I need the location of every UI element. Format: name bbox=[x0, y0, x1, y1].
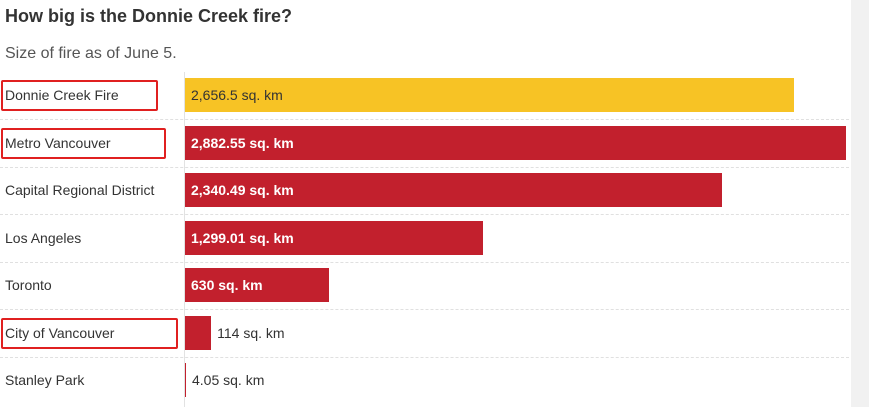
bar-row: Metro Vancouver 2,882.55 sq. km bbox=[0, 120, 849, 168]
value-label: 2,340.49 sq. km bbox=[191, 182, 294, 198]
bar-chart: Donnie Creek Fire 2,656.5 sq. km Metro Van… bbox=[0, 72, 849, 404]
highlight-box bbox=[1, 317, 178, 349]
value-label: 2,882.55 sq. km bbox=[191, 134, 294, 151]
bar bbox=[185, 363, 186, 397]
highlight-box bbox=[1, 127, 166, 159]
highlight-box bbox=[1, 80, 158, 111]
category-label: City of Vancouver bbox=[5, 324, 115, 341]
bar bbox=[185, 173, 722, 207]
bar-row: City of Vancouver 114 sq. km bbox=[0, 310, 849, 358]
bar-row: Donnie Creek Fire 2,656.5 sq. km bbox=[0, 72, 849, 120]
value-label: 1,299.01 sq. km bbox=[191, 229, 294, 246]
chart-subtitle: Size of fire as of June 5. bbox=[5, 45, 177, 62]
bar bbox=[185, 268, 330, 302]
baseline-axis bbox=[184, 72, 185, 407]
bar-row: Los Angeles 1,299.01 sq. km bbox=[0, 215, 849, 263]
chart-title: How big is the Donnie Creek fire? bbox=[5, 6, 293, 26]
value-label: 114 sq. km bbox=[217, 324, 285, 341]
category-label: Capital Regional District bbox=[5, 182, 155, 198]
bar bbox=[185, 315, 212, 350]
category-label: Stanley Park bbox=[5, 372, 85, 388]
bar-row: Capital Regional District 2,340.49 sq. km bbox=[0, 167, 849, 215]
bar bbox=[185, 220, 483, 255]
category-label: Los Angeles bbox=[5, 229, 82, 246]
bar-row: Toronto 630 sq. km bbox=[0, 262, 849, 310]
value-label: 4.05 sq. km bbox=[192, 372, 265, 388]
value-label: 2,656.5 sq. km bbox=[191, 87, 283, 103]
bar bbox=[185, 125, 846, 160]
bar bbox=[185, 78, 795, 112]
bar-row: Stanley Park 4.05 sq. km bbox=[0, 357, 849, 404]
scrollbar[interactable] bbox=[851, 0, 869, 407]
category-label: Donnie Creek Fire bbox=[5, 87, 119, 103]
category-label: Metro Vancouver bbox=[5, 134, 111, 151]
value-label: 630 sq. km bbox=[191, 277, 263, 293]
category-label: Toronto bbox=[5, 277, 52, 293]
